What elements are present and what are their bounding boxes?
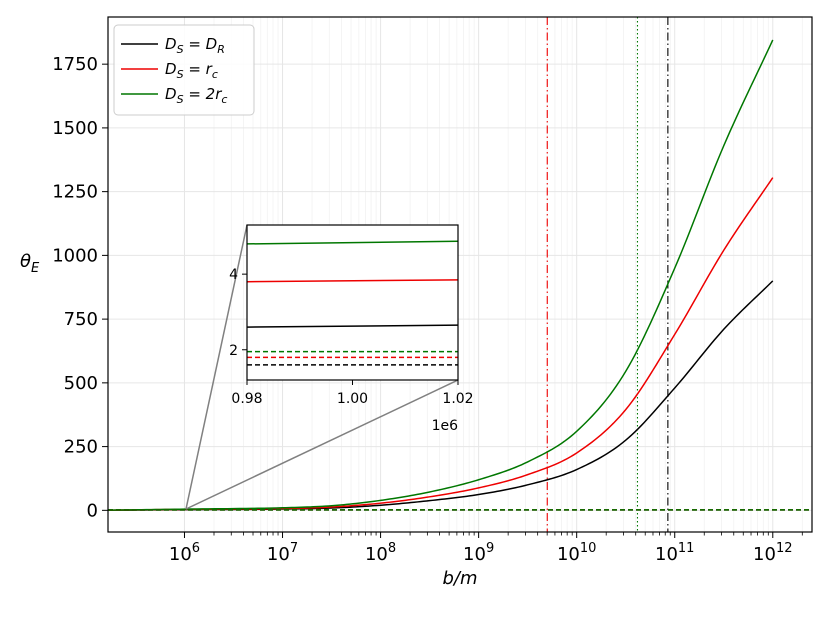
x-axis-label: b/m — [442, 568, 477, 589]
y-tick-label: 750 — [64, 309, 98, 330]
x-axis-ticks: 106 107 108 109 1010 1011 1012 — [169, 532, 803, 565]
x-tick-label: 107 — [267, 541, 298, 565]
series-lines — [107, 39, 774, 511]
legend: DS = DR DS = rc DS = 2rc — [113, 24, 255, 116]
inset-x-tick-label: 1.02 — [442, 391, 473, 407]
inset-series-line — [246, 324, 459, 328]
inset-series-line — [246, 279, 459, 283]
legend-label: DS = 2rc — [165, 85, 227, 106]
inset-x-offset-label: 1e6 — [432, 418, 459, 434]
x-tick-label: 106 — [169, 541, 200, 565]
inset-connector-bottom — [185, 379, 459, 510]
x-tick-label: 1011 — [655, 541, 694, 565]
inset-series — [246, 240, 459, 366]
y-tick-label: 1000 — [52, 245, 98, 266]
legend-label: DS = rc — [165, 60, 218, 81]
legend-label: DS = DR — [165, 35, 225, 56]
y-tick-label: 1250 — [52, 182, 98, 203]
inset-background — [247, 225, 458, 380]
legend-box — [113, 24, 255, 116]
plot-frame — [107, 16, 813, 533]
x-tick-label: 109 — [463, 541, 494, 565]
inset-y-tick-label: 2 — [229, 343, 238, 359]
inset-zoom: 0.98 1.00 1.02 2 4 1e6 — [229, 224, 474, 434]
y-tick-label: 500 — [64, 373, 98, 394]
y-axis-label: θE — [20, 251, 40, 276]
inset-y-tick-label: 4 — [229, 267, 238, 283]
y-tick-label: 1750 — [52, 54, 98, 75]
series-line — [107, 177, 774, 511]
y-tick-label: 1500 — [52, 118, 98, 139]
inset-ticks: 0.98 1.00 1.02 2 4 — [229, 267, 474, 407]
inset-x-tick-label: 0.98 — [231, 391, 262, 407]
y-tick-label: 0 — [87, 500, 98, 521]
x-tick-label: 108 — [365, 541, 396, 565]
inset-series-line — [246, 240, 459, 245]
inset-connector-lines — [185, 224, 459, 510]
vertical-reference-lines — [546, 17, 669, 532]
inset-connector-top — [185, 224, 248, 510]
x-tick-label: 1012 — [753, 541, 792, 565]
x-tick-label: 1010 — [557, 541, 596, 565]
series-line — [107, 39, 774, 511]
y-axis-ticks: 0 250 500 750 1000 1250 1500 1750 — [52, 54, 108, 521]
inset-x-tick-label: 1.00 — [337, 391, 368, 407]
y-tick-label: 250 — [64, 437, 98, 458]
